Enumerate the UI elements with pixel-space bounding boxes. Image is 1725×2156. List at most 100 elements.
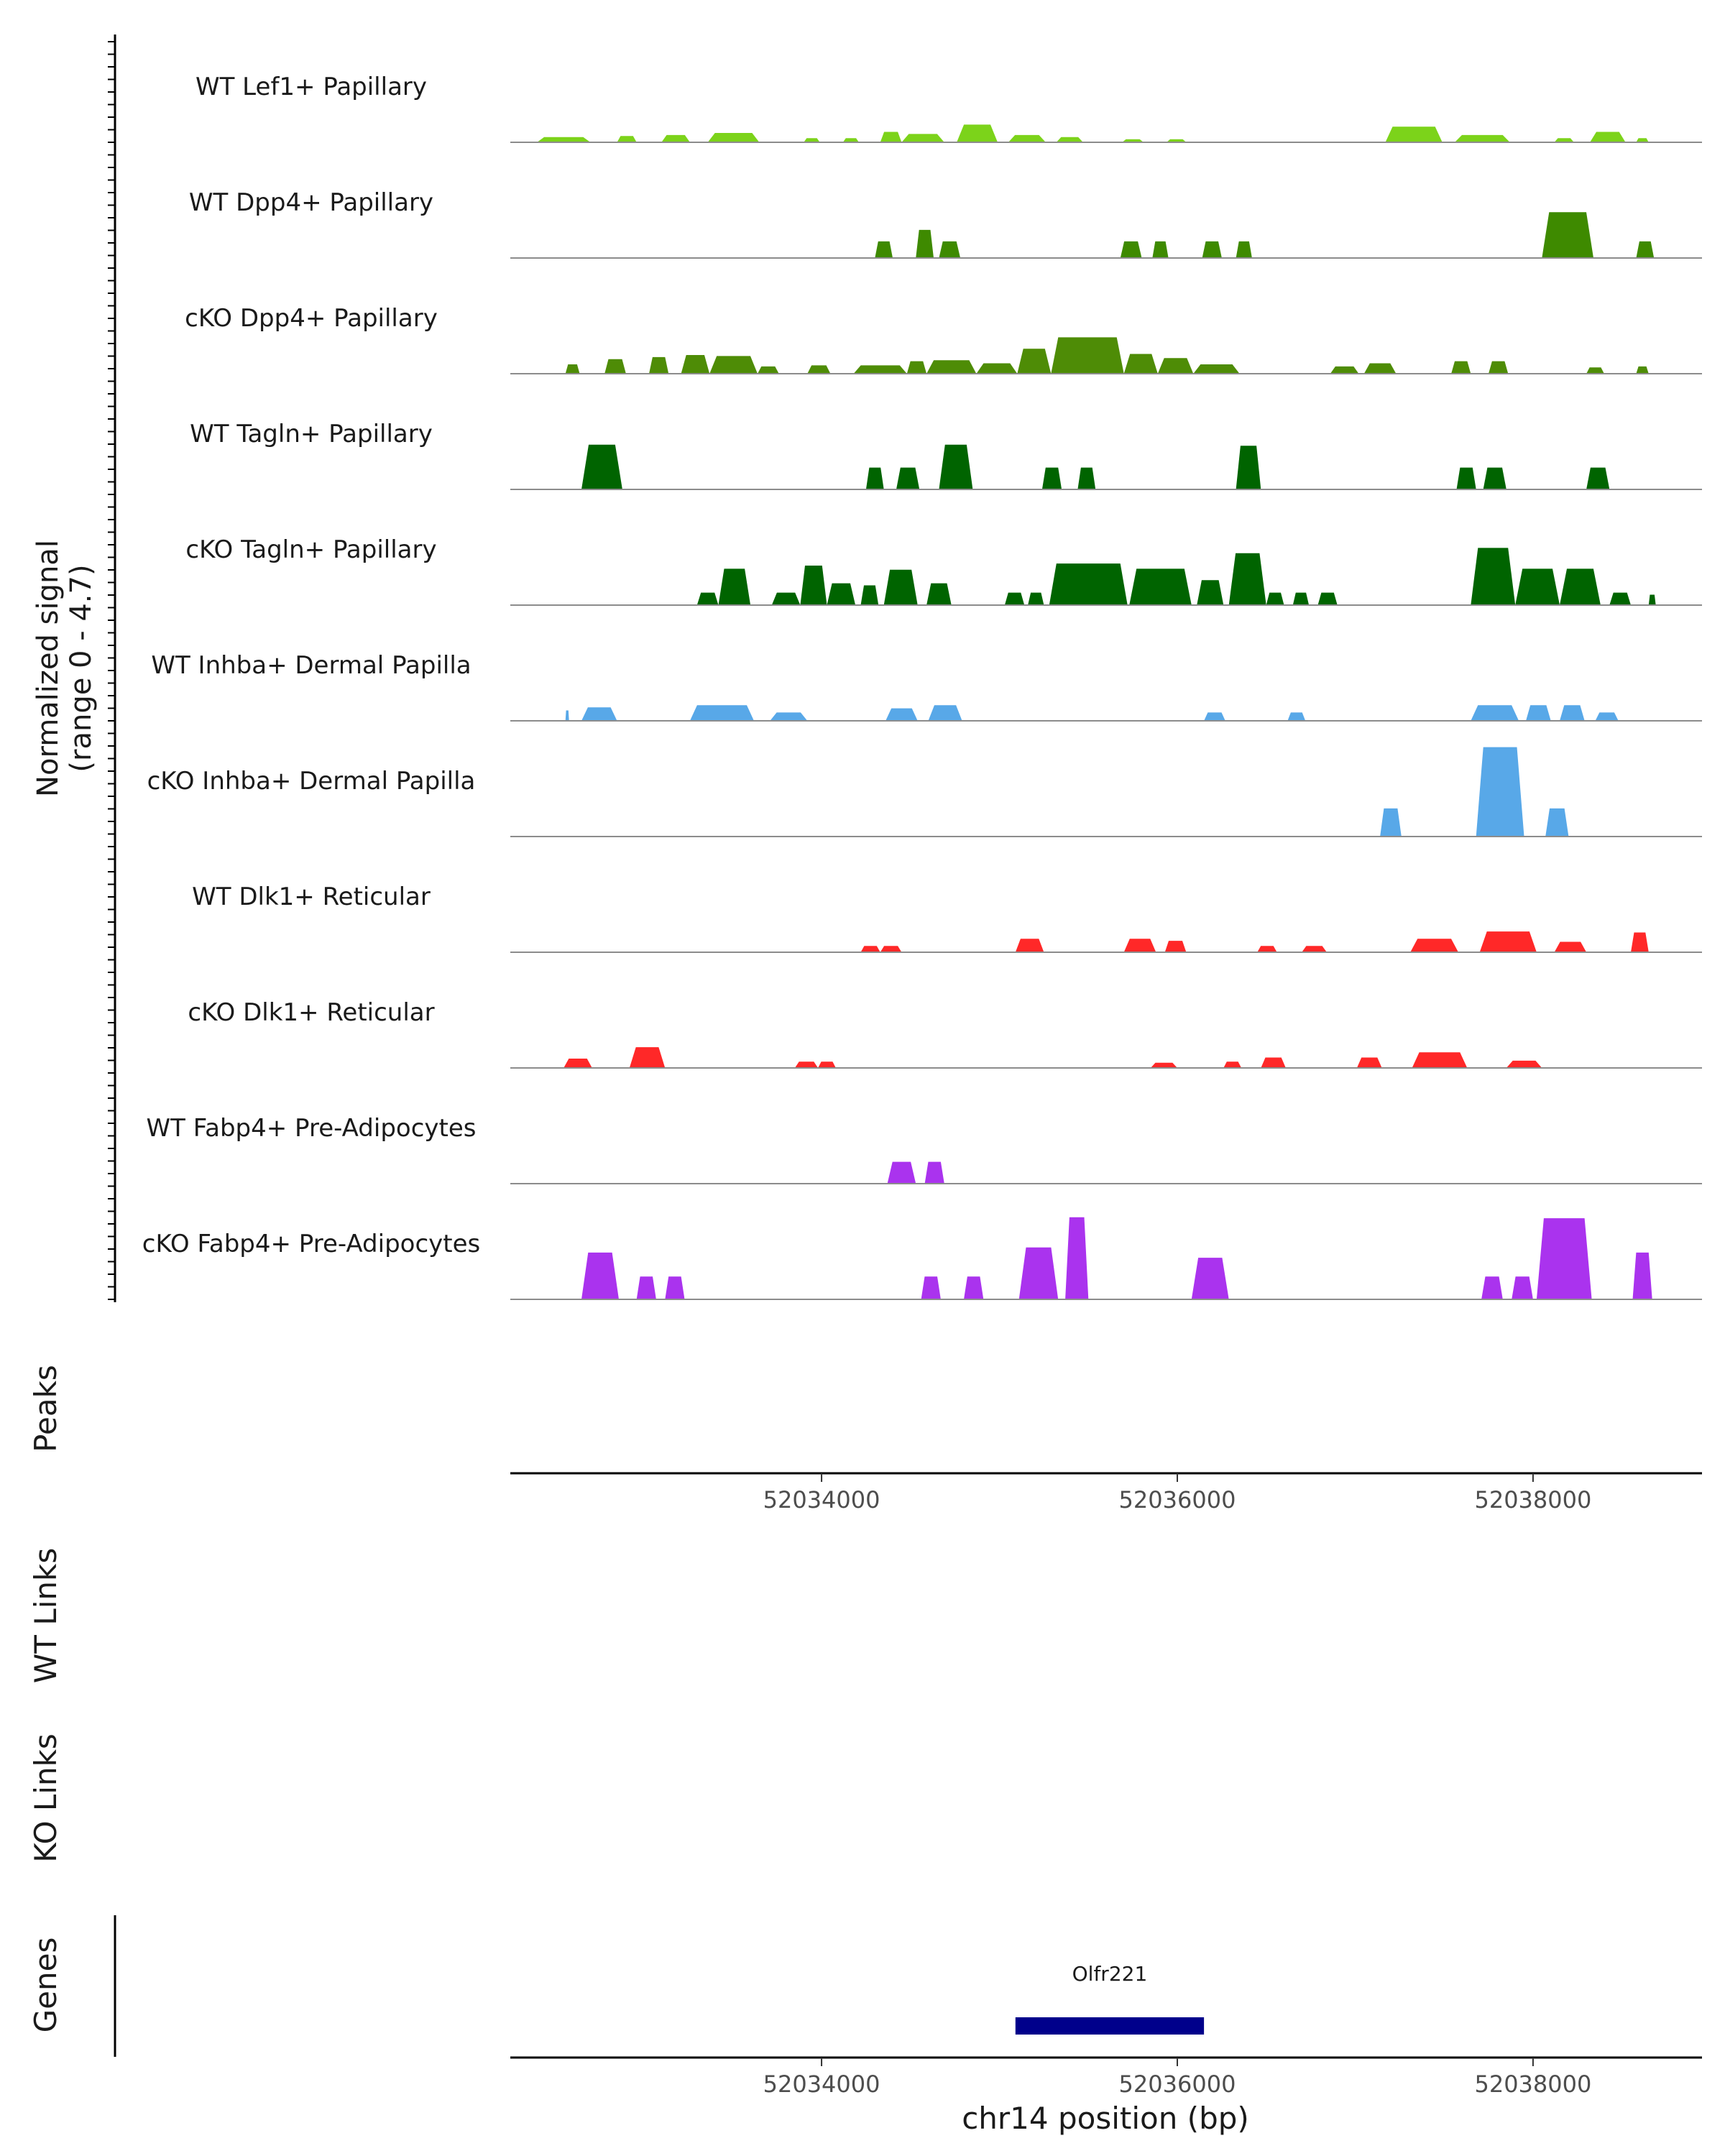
signal-peak — [636, 1276, 656, 1299]
signal-peak — [860, 585, 879, 605]
signal-peak — [649, 356, 669, 374]
signal-peak — [1028, 592, 1044, 605]
signal-peak — [1287, 712, 1306, 721]
signal-peak — [1236, 446, 1261, 489]
coverage-tracks: WT Lef1+ Papillary WT Dpp4+ Papillary cKO … — [142, 73, 1702, 1300]
track-10: cKO Fabp4+ Pre-Adipocytes — [142, 1217, 1702, 1300]
peaks-x-axis: 52034000 52036000 52038000 — [763, 1473, 1591, 1514]
signal-peak — [1560, 705, 1585, 721]
signal-peak — [842, 138, 859, 142]
signal-peak — [1236, 241, 1252, 258]
signal-peak — [926, 360, 977, 374]
signal-peak — [1041, 467, 1062, 489]
signal-peak — [1483, 467, 1506, 489]
x-tick-label: 52036000 — [1119, 2070, 1236, 2098]
signal-peak — [1363, 363, 1397, 374]
signal-peak — [1164, 941, 1187, 952]
signal-peak — [1526, 705, 1551, 721]
signal-peak — [1197, 580, 1224, 605]
signal-peak — [689, 705, 754, 721]
signal-peak — [581, 707, 617, 721]
signal-peak — [1385, 126, 1443, 142]
signal-peak — [853, 365, 907, 374]
signal-peak — [1380, 808, 1402, 837]
signal-peak — [1123, 939, 1156, 952]
y-axis-title-line1: Normalized signal — [32, 540, 65, 797]
signal-peak — [1545, 808, 1569, 837]
signal-peak — [886, 708, 918, 721]
track-label: WT Inhba+ Dermal Papilla — [151, 651, 471, 680]
signal-peak — [1122, 139, 1144, 142]
signal-peak — [964, 1276, 984, 1299]
signal-peak — [1412, 1052, 1468, 1068]
signal-peak — [617, 136, 637, 142]
track-label: WT Dlk1+ Reticular — [192, 883, 431, 911]
signal-peak — [921, 1276, 941, 1299]
track-6: cKO Inhba+ Dermal Papilla — [147, 747, 1702, 837]
signal-peak — [709, 356, 758, 374]
signal-peak — [1202, 241, 1222, 258]
signal-peak — [581, 444, 622, 489]
signal-peak — [681, 355, 710, 374]
signal-peak — [771, 592, 801, 605]
signal-peak — [926, 583, 952, 605]
signal-peak — [1004, 592, 1025, 605]
signal-peak — [1257, 946, 1277, 952]
signal-peak — [1471, 705, 1519, 721]
signal-peak — [1451, 361, 1471, 374]
signal-peak — [1515, 568, 1560, 605]
signal-peak — [1590, 132, 1626, 142]
signal-peak — [794, 1061, 819, 1068]
signal-peak — [564, 1059, 592, 1068]
signal-peak — [1489, 361, 1509, 374]
gene-label: Olfr221 — [1072, 1962, 1148, 1986]
signal-peak — [1150, 1062, 1177, 1068]
signal-peak — [924, 1161, 944, 1184]
wt-links-panel-label: WT Links — [28, 1548, 63, 1683]
signal-peak — [883, 569, 918, 605]
signal-peak — [807, 365, 831, 374]
signal-peak — [1120, 241, 1142, 258]
track-label: WT Lef1+ Papillary — [196, 73, 427, 101]
signal-peak — [1317, 592, 1338, 605]
signal-peak — [1536, 1218, 1592, 1299]
signal-peak — [1157, 358, 1194, 374]
signal-peak — [1193, 364, 1240, 374]
signal-peak — [1228, 553, 1266, 605]
signal-peak — [1648, 594, 1656, 605]
track-label: cKO Fabp4+ Pre-Adipocytes — [142, 1230, 481, 1258]
signal-peak — [1123, 354, 1158, 374]
signal-peak — [1223, 1061, 1242, 1068]
signal-peak — [758, 366, 779, 374]
signal-peak — [1261, 1057, 1286, 1068]
signal-peak — [1636, 241, 1655, 258]
x-tick-label: 52034000 — [763, 2070, 880, 2098]
signal-peak — [1018, 1247, 1059, 1299]
signal-peak — [1636, 366, 1649, 374]
track-9: WT Fabp4+ Pre-Adipocytes — [147, 1114, 1702, 1184]
signal-peak — [860, 946, 880, 952]
track-label: cKO Tagln+ Papillary — [185, 535, 436, 564]
signal-peak — [1266, 592, 1284, 605]
ko-links-panel-label: KO Links — [28, 1733, 63, 1863]
signal-peak — [537, 137, 591, 142]
signal-peak — [1586, 467, 1610, 489]
signal-peak — [1330, 366, 1359, 374]
signal-peak — [1167, 139, 1187, 142]
signal-peak — [939, 241, 961, 258]
signal-peak — [1152, 241, 1169, 258]
signal-peak — [1017, 349, 1052, 374]
signal-peak — [1542, 212, 1593, 258]
signal-peak — [1077, 467, 1096, 489]
signal-peak — [661, 134, 690, 142]
signal-peak — [939, 444, 973, 489]
track-label: cKO Dpp4+ Papillary — [185, 304, 438, 333]
signal-peak — [800, 566, 827, 605]
signal-peak — [581, 1252, 619, 1299]
signal-peak — [1410, 939, 1458, 952]
signal-peak — [604, 359, 626, 374]
track-7: WT Dlk1+ Reticular — [192, 883, 1702, 953]
x-tick-label: 52038000 — [1474, 1486, 1591, 1514]
signal-peak — [1471, 548, 1516, 605]
signal-peak — [770, 712, 808, 721]
